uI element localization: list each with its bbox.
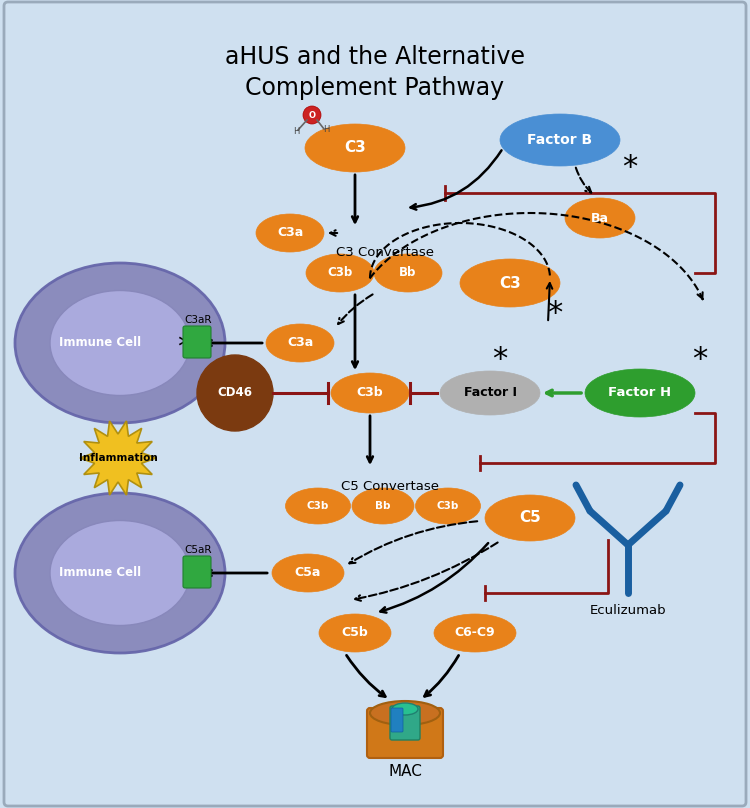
FancyBboxPatch shape: [367, 708, 443, 758]
Ellipse shape: [306, 254, 374, 292]
Text: Factor H: Factor H: [608, 386, 671, 399]
Text: *: *: [492, 346, 508, 374]
Text: Bb: Bb: [375, 501, 391, 511]
Ellipse shape: [352, 488, 414, 524]
Ellipse shape: [370, 701, 440, 725]
Ellipse shape: [331, 373, 409, 413]
Circle shape: [303, 106, 321, 124]
Ellipse shape: [319, 614, 391, 652]
Text: C3b: C3b: [357, 386, 383, 399]
Text: C5b: C5b: [341, 626, 368, 639]
Ellipse shape: [392, 703, 418, 715]
Text: MAC: MAC: [388, 764, 422, 778]
Ellipse shape: [485, 495, 575, 541]
Text: C3: C3: [344, 141, 366, 155]
Text: C3b: C3b: [327, 267, 352, 280]
Ellipse shape: [256, 214, 324, 252]
Text: aHUS and the Alternative
Complement Pathway: aHUS and the Alternative Complement Path…: [225, 45, 525, 99]
Polygon shape: [80, 421, 156, 495]
Ellipse shape: [565, 198, 635, 238]
Text: O: O: [308, 111, 316, 120]
Text: C5 Convertase: C5 Convertase: [341, 479, 439, 493]
Ellipse shape: [15, 263, 225, 423]
Ellipse shape: [266, 324, 334, 362]
Ellipse shape: [272, 554, 344, 592]
Text: C6-C9: C6-C9: [454, 626, 495, 639]
FancyBboxPatch shape: [183, 556, 211, 588]
Circle shape: [197, 355, 273, 431]
Ellipse shape: [460, 259, 560, 307]
Ellipse shape: [50, 520, 190, 625]
Text: H: H: [292, 127, 299, 136]
Ellipse shape: [440, 371, 540, 415]
Text: Bb: Bb: [399, 267, 417, 280]
Text: *: *: [692, 346, 708, 374]
Text: C3 Convertase: C3 Convertase: [336, 246, 434, 259]
Text: Eculizumab: Eculizumab: [590, 604, 666, 617]
Text: C3: C3: [500, 276, 520, 291]
Text: H: H: [322, 125, 329, 134]
FancyBboxPatch shape: [391, 708, 403, 732]
Text: C5aR: C5aR: [184, 545, 211, 555]
Text: Inflammation: Inflammation: [79, 453, 158, 463]
Ellipse shape: [286, 488, 350, 524]
Text: Immune Cell: Immune Cell: [59, 566, 141, 579]
Text: *: *: [177, 334, 193, 363]
FancyBboxPatch shape: [390, 706, 420, 740]
Text: Factor B: Factor B: [527, 133, 592, 147]
Text: CD46: CD46: [217, 386, 253, 399]
Ellipse shape: [500, 114, 620, 166]
Ellipse shape: [434, 614, 516, 652]
Text: C3b: C3b: [307, 501, 329, 511]
Ellipse shape: [374, 254, 442, 292]
Text: Ba: Ba: [591, 212, 609, 225]
Text: C5: C5: [519, 511, 541, 525]
Text: C5a: C5a: [295, 566, 321, 579]
Text: C3a: C3a: [286, 336, 314, 350]
Text: C3b: C3b: [436, 501, 459, 511]
Ellipse shape: [15, 493, 225, 653]
FancyBboxPatch shape: [183, 326, 211, 358]
Text: Immune Cell: Immune Cell: [59, 336, 141, 350]
Ellipse shape: [305, 124, 405, 172]
Ellipse shape: [585, 369, 695, 417]
Ellipse shape: [416, 488, 481, 524]
Text: *: *: [548, 298, 562, 327]
Text: Factor I: Factor I: [464, 386, 517, 399]
Text: C3aR: C3aR: [184, 315, 211, 325]
Text: C3a: C3a: [277, 226, 303, 239]
Text: *: *: [622, 154, 638, 183]
Ellipse shape: [50, 291, 190, 395]
